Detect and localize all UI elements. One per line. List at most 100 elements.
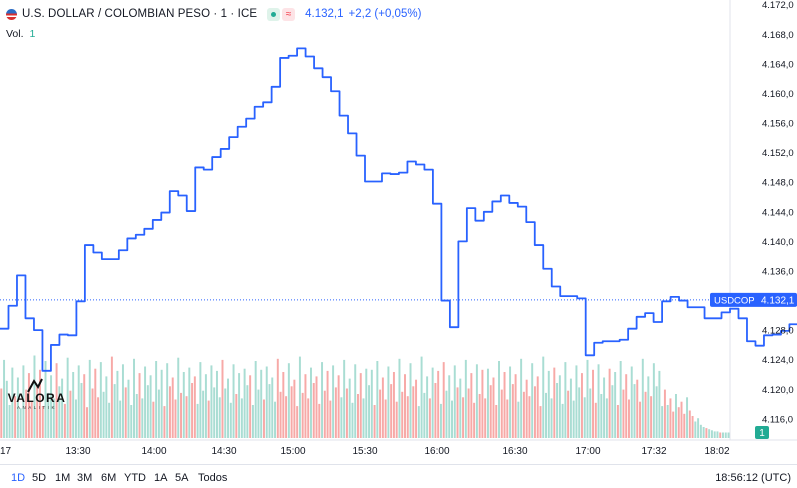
volume-bar: [88, 359, 91, 438]
volume-bar: [545, 392, 547, 438]
volume-bar: [215, 370, 218, 438]
volume-bar: [321, 362, 324, 438]
volume-bar: [561, 403, 564, 438]
volume-bar: [362, 398, 365, 438]
timeframe-6m[interactable]: 6M: [101, 472, 117, 484]
utc-clock[interactable]: 18:56:12 (UTC): [715, 472, 791, 484]
timeframe-all[interactable]: Todos: [198, 472, 228, 484]
volume-bar: [315, 376, 318, 438]
volume-bar: [365, 368, 368, 438]
volume-bar: [498, 361, 500, 438]
volume-bar: [41, 406, 44, 438]
volume-bar: [14, 396, 17, 438]
volume-bar: [655, 386, 658, 438]
volume-bar: [661, 406, 664, 438]
volume-bar: [354, 364, 357, 438]
volume-bar: [710, 430, 713, 438]
volume-bar: [539, 406, 542, 438]
price-axis[interactable]: 4.172,0 4.168,0 4.164,0 4.160,0 4.156,0 4.152…: [762, 0, 794, 425]
volume-bar: [318, 403, 321, 438]
symbol-title[interactable]: U.S. DOLLAR / COLOMBIAN PESO · 1 · ICE: [22, 8, 258, 20]
volume-bar: [188, 367, 191, 438]
valora-logo: VALORA ANALITIK: [6, 377, 68, 411]
volume-bar: [592, 369, 595, 438]
volume-bar: [616, 405, 619, 438]
volume-bar: [345, 388, 348, 438]
volume-bar: [603, 377, 606, 438]
volume-bar: [83, 374, 86, 438]
logo-mark-icon: [27, 378, 43, 393]
timeframe-1m[interactable]: 1M: [55, 472, 71, 484]
logo-name: VALORA: [7, 391, 67, 405]
volume-bar: [594, 402, 597, 438]
volume-bar: [503, 372, 506, 438]
volume-bar: [644, 391, 647, 438]
volume-bar: [722, 432, 724, 438]
timeframe-5a[interactable]: 5A: [175, 472, 189, 484]
volume-bar: [102, 391, 105, 438]
volume-bar: [464, 359, 467, 438]
volume-bar: [296, 406, 299, 438]
volume-bar: [99, 362, 102, 438]
volume-bar: [672, 411, 675, 438]
y-tick-label: 4.116,0: [762, 414, 793, 425]
volume-bar: [702, 427, 705, 438]
volume-bar: [348, 378, 351, 438]
timeframe-1d[interactable]: 1D: [11, 472, 26, 484]
timeframe-5d[interactable]: 5D: [32, 472, 47, 484]
volume-bar: [307, 398, 310, 438]
volume-bar: [340, 397, 343, 438]
market-open-dot-icon[interactable]: [267, 7, 281, 21]
volume-tag-value: 1: [759, 428, 765, 439]
volume-bar: [417, 406, 420, 438]
volume-bar: [152, 401, 155, 438]
volume-bar: [121, 364, 124, 438]
volume-bar: [251, 405, 254, 438]
y-tick-label: 4.128,0: [762, 326, 794, 337]
volume-bar: [434, 383, 437, 438]
volume-bar: [357, 394, 359, 438]
legend-header: U.S. DOLLAR / COLOMBIAN PESO · 1 · ICE ≈…: [6, 6, 421, 22]
volume-bar: [163, 406, 166, 438]
volume-bar: [260, 369, 263, 438]
x-tick-label: 13:30: [65, 446, 90, 457]
volume-bar: [680, 401, 683, 438]
volume-bar: [525, 379, 528, 438]
time-axis[interactable]: 17 13:30 14:00 14:30 15:00 15:30 16:00 16:30 17:…: [0, 446, 730, 457]
volume-bar: [146, 385, 149, 438]
volume-bar: [171, 377, 174, 438]
flag-icon: [6, 8, 17, 20]
volume-bar: [666, 405, 669, 438]
x-tick-label: 18:02: [704, 446, 729, 457]
volume-bar: [547, 370, 550, 438]
volume-bar: [168, 386, 171, 438]
volume-bar: [312, 383, 315, 438]
volume-bar: [298, 356, 301, 438]
volume-bar: [445, 390, 448, 438]
timeframe-1a[interactable]: 1A: [154, 472, 168, 484]
y-tick-label: 4.152,0: [762, 148, 794, 159]
volume-bar: [453, 365, 456, 438]
y-tick-label: 4.140,0: [762, 237, 794, 248]
volume-bar: [404, 374, 406, 438]
volume-bar: [439, 403, 442, 438]
volume-bar: [409, 363, 412, 438]
volume-bar: [61, 378, 64, 438]
volume-bar: [713, 431, 716, 438]
timeframe-ytd[interactable]: YTD: [124, 472, 146, 484]
volume-bar: [639, 401, 642, 438]
volume-bar: [149, 375, 152, 438]
price-change: +2,2 (+0,05%): [348, 8, 422, 20]
volume-bar: [627, 399, 630, 438]
volume-bar: [133, 358, 135, 438]
volume-bar: [376, 361, 379, 438]
volume-bar: [699, 424, 702, 438]
price-chart[interactable]: 4.172,0 4.168,0 4.164,0 4.160,0 4.156,0 4.152…: [0, 0, 797, 464]
volume-bar: [337, 375, 340, 438]
volume-bar: [207, 400, 210, 438]
y-tick-label: 4.148,0: [762, 178, 794, 189]
approx-equal-icon[interactable]: ≈: [282, 7, 296, 21]
volume-bar: [105, 376, 108, 438]
timeframe-3m[interactable]: 3M: [77, 472, 93, 484]
volume-bar: [384, 399, 387, 438]
